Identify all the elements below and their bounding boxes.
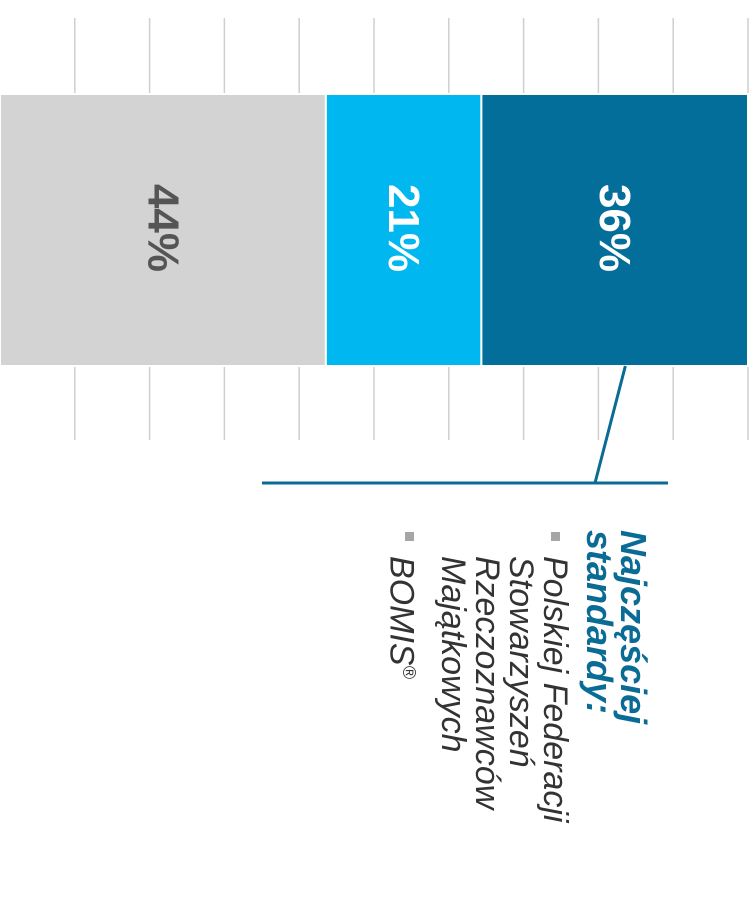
bar-segment — [0, 93, 327, 367]
data-label: 44% — [138, 184, 187, 272]
annotation-bracket — [262, 365, 668, 485]
annotation-item-text: BOMIS — [382, 556, 421, 666]
pointer-line — [593, 365, 627, 484]
bar-segment — [480, 93, 749, 367]
annotation-item: Polskiej Federacji Stowarzyszeń Rzeczozn… — [434, 530, 574, 890]
data-label: 36% — [590, 184, 639, 272]
bullet-icon — [551, 532, 560, 541]
data-label: 21% — [379, 184, 428, 272]
annotation-title: Najczęściej standardy: — [579, 530, 654, 725]
bullet-icon — [405, 532, 414, 541]
annotation-content: Najczęściej standardy: Polskiej Federacj… — [270, 530, 654, 890]
registered-mark: ® — [399, 665, 419, 679]
annotation-panel: Najczęściej standardy: Polskiej Federacj… — [270, 530, 654, 890]
segment-labels: 44% 21% 36% — [138, 184, 639, 272]
annotation-list: Polskiej Federacji Stowarzyszeń Rzeczozn… — [382, 530, 574, 890]
annotation-item: BOMIS® — [382, 530, 426, 890]
stacked-bar — [0, 93, 749, 367]
annotation-item-text: Polskiej Federacji Stowarzyszeń Rzeczozn… — [434, 556, 574, 823]
